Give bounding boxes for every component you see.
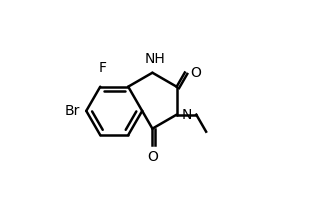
- Text: NH: NH: [144, 52, 165, 66]
- Text: Br: Br: [64, 104, 80, 118]
- Text: N: N: [182, 108, 192, 122]
- Text: O: O: [147, 151, 158, 164]
- Text: F: F: [99, 61, 107, 75]
- Text: O: O: [190, 65, 201, 80]
